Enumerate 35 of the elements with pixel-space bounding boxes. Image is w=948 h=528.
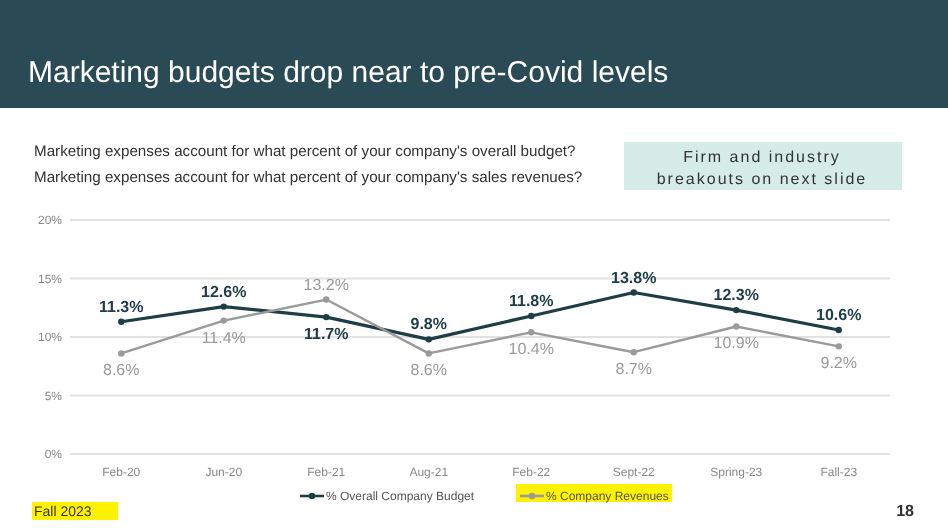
data-label: 8.6%	[103, 361, 140, 380]
data-label: 10.4%	[508, 340, 554, 359]
point	[220, 303, 227, 310]
data-label: 8.7%	[615, 360, 652, 379]
point	[630, 289, 637, 296]
data-label: 10.9%	[713, 334, 759, 353]
point	[323, 313, 330, 321]
point	[835, 326, 842, 334]
point	[323, 296, 330, 303]
text: Firm and industry breakouts on next slide	[656, 148, 868, 188]
data-label: 12.3%	[713, 286, 759, 305]
data-label: 9.2%	[820, 354, 857, 373]
data-label: 11.4%	[201, 328, 246, 347]
point	[425, 336, 432, 343]
data-label: 11.3%	[99, 297, 144, 316]
data-label: 10.6%	[816, 305, 862, 324]
point	[118, 350, 125, 357]
point	[220, 317, 227, 324]
point	[835, 343, 842, 350]
chart-title: Marketing budgets drop near to pre-Covid levels	[28, 56, 669, 90]
point	[630, 349, 637, 356]
data-label: 13.2%	[303, 275, 349, 294]
point	[733, 306, 740, 314]
point	[528, 329, 535, 336]
point	[425, 350, 432, 357]
text: 18	[896, 502, 916, 520]
data-label: 11.7%	[304, 325, 349, 344]
point	[118, 318, 125, 325]
point	[528, 312, 535, 320]
data-label: 9.8%	[410, 315, 447, 334]
data-label: 13.8%	[611, 268, 657, 287]
data-label: 12.6%	[201, 282, 247, 301]
point	[733, 323, 740, 330]
data-label: 8.6%	[410, 361, 447, 380]
data-label: 11.8%	[509, 291, 554, 310]
